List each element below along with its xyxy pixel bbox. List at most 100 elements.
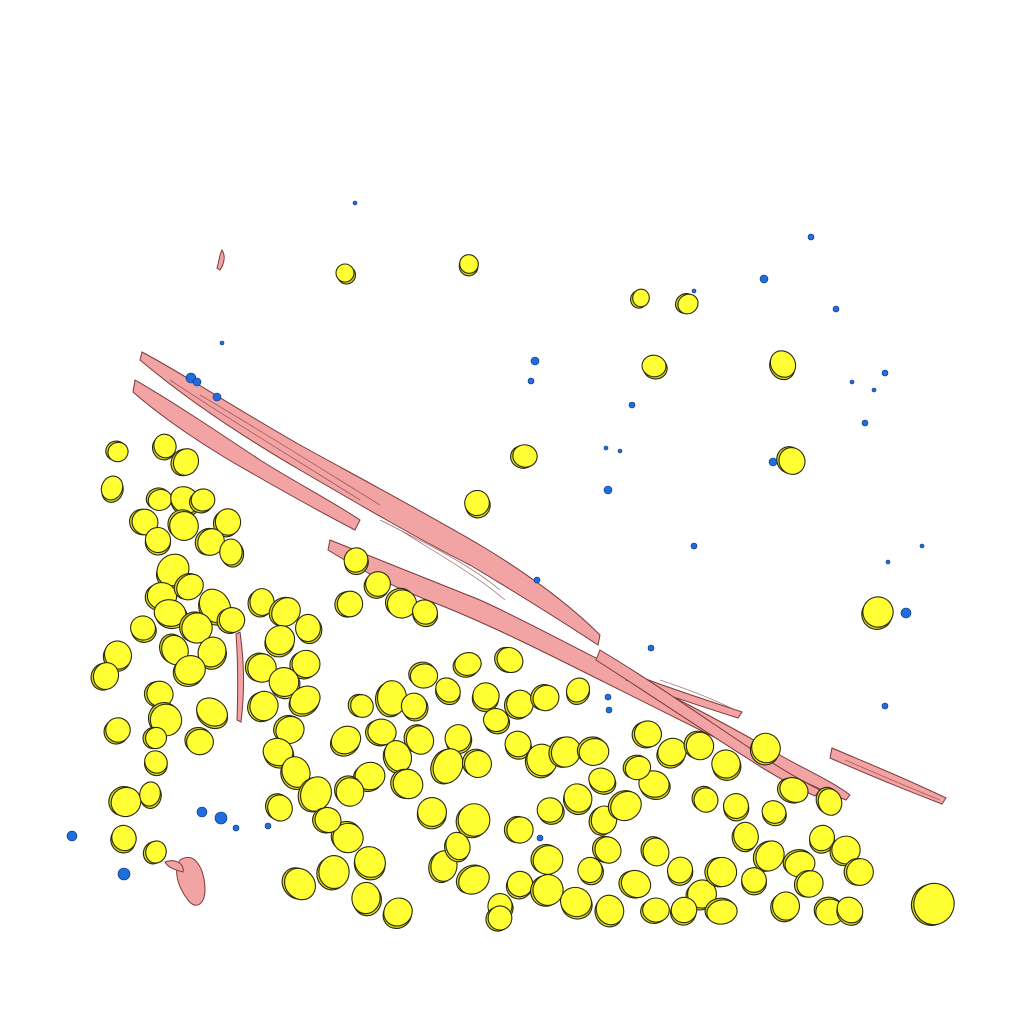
cell-body: [704, 856, 738, 888]
blue-punctum: [232, 824, 240, 832]
blue-punctum: [536, 834, 544, 842]
cell-body: [562, 783, 593, 816]
blue-punctum: [885, 559, 891, 565]
cell-body: [173, 573, 204, 601]
cell-body: [749, 732, 781, 766]
blue-punctum: [192, 377, 202, 387]
cell-body: [731, 821, 759, 853]
cell-body: [430, 748, 464, 785]
cell-body: [142, 726, 168, 750]
cell-body: [212, 508, 242, 538]
cell-body: [312, 806, 342, 834]
cell-body: [170, 448, 200, 477]
vessel-bottom-left-small: [164, 860, 184, 873]
blue-punctum: [759, 274, 769, 284]
cell-body: [247, 690, 279, 723]
blue-punctum: [603, 485, 613, 495]
cell-body: [829, 835, 861, 867]
blue-punctum: [861, 419, 869, 427]
cell-body: [461, 748, 492, 779]
cell-body: [144, 526, 172, 556]
cell-body: [640, 897, 670, 924]
blue-punctum: [691, 288, 697, 294]
cell-body: [530, 684, 560, 712]
cell-body: [641, 354, 668, 380]
blue-punctum: [617, 448, 623, 454]
cell-body: [670, 896, 698, 926]
blue-punctum: [196, 806, 208, 818]
cell-body: [536, 797, 565, 825]
cell-body: [247, 588, 275, 618]
cell-body: [455, 803, 491, 839]
blue-punctum: [900, 607, 912, 619]
cell-body: [769, 350, 797, 381]
cell-body: [172, 655, 206, 687]
cell-body: [630, 288, 650, 309]
cell-body: [382, 897, 413, 929]
cell-body: [330, 820, 364, 854]
blue-punctum: [212, 392, 222, 402]
cell-body: [464, 489, 491, 519]
cell-body: [843, 857, 874, 886]
blue-punctum: [871, 387, 877, 393]
cell-body: [329, 725, 362, 757]
cell-body: [268, 596, 301, 627]
cell-body: [836, 896, 864, 926]
cell-body: [412, 599, 439, 628]
cell-body: [640, 836, 670, 867]
cell-body: [316, 854, 350, 891]
cell-body: [458, 254, 479, 277]
cell-body: [139, 781, 162, 809]
blue-punctum: [214, 811, 228, 825]
cell-bodies: [90, 254, 955, 932]
blue-punctum: [605, 706, 613, 714]
cell-body: [219, 538, 245, 568]
cell-body: [143, 750, 168, 777]
cell-body: [281, 867, 316, 901]
cell-body: [142, 840, 167, 865]
cell-body: [530, 874, 564, 907]
cell-body: [343, 547, 369, 576]
blue-punctum: [768, 457, 778, 467]
cell-body: [504, 730, 532, 760]
blue-punctum: [832, 305, 840, 313]
cell-body: [530, 843, 564, 875]
cell-body: [400, 692, 429, 722]
cell-body: [577, 856, 604, 886]
cell-body: [691, 785, 719, 813]
vessel-core-lines: [169, 379, 941, 801]
cell-body: [752, 840, 785, 872]
cell-body: [90, 662, 120, 691]
blue-punctum: [807, 233, 815, 241]
cell-body: [494, 646, 524, 674]
cell-body: [390, 768, 424, 800]
cell-body: [666, 856, 694, 886]
blue-punctum: [533, 576, 541, 584]
cell-body: [268, 667, 301, 700]
cell-body: [471, 682, 500, 713]
cell-body: [455, 864, 490, 895]
cell-body: [503, 815, 534, 844]
cell-body: [108, 786, 142, 818]
cell-body: [761, 800, 787, 827]
cell-body: [861, 596, 894, 630]
cell-body: [809, 824, 836, 854]
cell-body: [741, 867, 767, 896]
cell-body: [335, 263, 357, 285]
cell-body: [295, 613, 323, 645]
cell-body: [194, 527, 225, 556]
cell-body: [776, 777, 809, 804]
cell-body: [776, 446, 806, 475]
cell-body: [244, 652, 277, 683]
cell-body: [288, 685, 321, 717]
cell-body: [452, 652, 482, 678]
cell-body: [196, 697, 229, 730]
cell-body: [683, 730, 715, 761]
cell-body: [444, 831, 471, 863]
cell-body: [145, 487, 173, 512]
cell-body: [100, 475, 124, 503]
cell-body: [576, 736, 610, 766]
cell-body: [591, 835, 622, 864]
cell-body: [434, 677, 461, 706]
